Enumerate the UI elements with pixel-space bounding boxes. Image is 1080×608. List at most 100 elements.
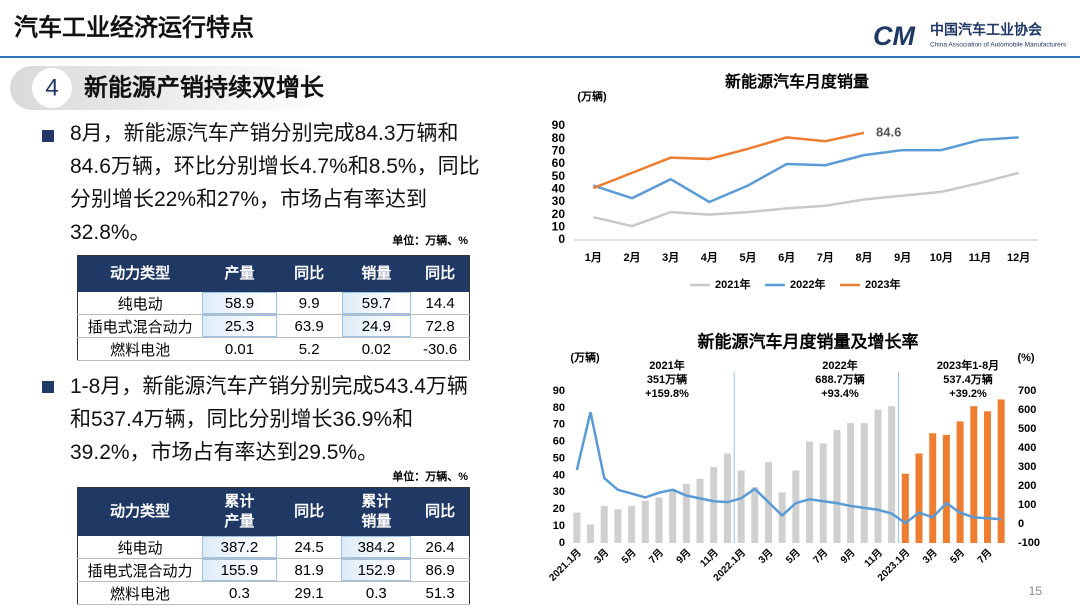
y-tick-label: 20 [552, 207, 566, 221]
y2-tick-label: 600 [1018, 404, 1036, 416]
x-tick-label: 10月 [930, 251, 953, 264]
table-cell: 燃料电池 [77, 581, 203, 605]
x-tick-label: 3月 [756, 547, 775, 566]
table-header-row: 动力类型 产量 同比 销量 同比 [77, 255, 470, 292]
section-band [10, 66, 330, 110]
x-tick-label: 3月 [662, 251, 679, 264]
data-table: 动力类型 产量 同比 销量 同比 纯电动 58.9 9.9 59.7 14.4 插电式混合动力 25.… [77, 255, 470, 361]
legend-label: 2022年 [790, 277, 825, 291]
line-series [592, 131, 865, 190]
x-tick-label: 12月 [1007, 251, 1030, 264]
y-tick-label: 30 [553, 486, 565, 498]
y2-axis-label: (%) [1017, 352, 1034, 364]
x-tick-label: 7月 [811, 547, 830, 566]
bar [628, 505, 636, 543]
bullet-square [42, 130, 54, 142]
y-tick-label: 10 [552, 220, 566, 234]
table-cell: 152.9 [341, 558, 412, 582]
bar [573, 512, 581, 543]
y-tick-label: 40 [553, 469, 565, 481]
y-tick-label: 60 [552, 156, 566, 170]
bar [641, 500, 649, 543]
bar [956, 421, 964, 543]
y2-tick-label: 700 [1018, 385, 1036, 397]
table-header-cell: 同比 [276, 487, 342, 536]
bullet-text: 8月，新能源汽车产销分别完成84.3万辆和84.6万辆，环比分别增长4.7%和8… [70, 122, 480, 244]
annotation: 2021年 [649, 358, 684, 372]
table-cell: 81.9 [276, 558, 342, 582]
bar [819, 443, 827, 543]
x-tick-label: 1月 [585, 251, 602, 264]
table-cell: 155.9 [202, 558, 277, 582]
table-row: 纯电动 58.9 9.9 59.7 14.4 [77, 292, 470, 315]
table-header-cell: 销量 [341, 255, 412, 292]
bar [997, 399, 1005, 543]
bar [806, 441, 814, 543]
bar [929, 433, 937, 543]
bar [669, 488, 677, 543]
bullet-square [42, 381, 54, 393]
bar [860, 423, 868, 543]
unit-label: 单位：万辆、% [392, 235, 468, 247]
bar [614, 509, 622, 543]
table-header-cell: 同比 [411, 487, 470, 536]
bar [696, 478, 704, 543]
table-cell: 25.3 [202, 314, 277, 338]
bar [751, 487, 759, 543]
chart-title: 新能源汽车月度销量及增长率 [698, 331, 919, 351]
x-tick-label: 9月 [674, 547, 693, 566]
x-tick-label: 11月 [698, 547, 721, 570]
y-tick-label: 0 [559, 537, 565, 549]
bar [983, 411, 991, 543]
annotation: 2023年1-8月 [937, 358, 999, 372]
bar [901, 473, 909, 543]
logo-en: China Association of Automobile Manufact… [930, 42, 1067, 49]
x-tick-label: 5月 [948, 547, 967, 566]
annotation: 537.4万辆 [943, 372, 993, 386]
bar [710, 467, 718, 543]
y-axis-label: (万辆) [570, 350, 600, 364]
legend-label: 2023年 [865, 277, 900, 291]
table-header-cell: 累计 产量 [202, 487, 277, 536]
table-cell: 燃料电池 [77, 337, 203, 361]
x-tick-label: 8月 [855, 251, 872, 264]
x-tick-label: 5月 [739, 251, 756, 264]
table-cell: 0.02 [341, 337, 412, 361]
y-tick-label: 10 [553, 520, 565, 532]
table-cell: -30.6 [411, 337, 470, 361]
table-cell: 14.4 [411, 292, 470, 315]
y2-tick-label: 300 [1018, 461, 1036, 473]
annotation: 351万辆 [647, 372, 687, 386]
table-header-cell: 累计 销量 [341, 487, 412, 536]
section-title: 新能源产销持续双增长 [84, 73, 325, 101]
x-tick-label: 6月 [778, 251, 795, 264]
table-header-cell: 动力类型 [77, 255, 203, 292]
table-cell: 29.1 [276, 581, 342, 605]
annotation: 688.7万辆 [815, 372, 865, 386]
y-axis-label: (万辆) [577, 89, 607, 103]
x-tick-label: 4月 [701, 251, 718, 264]
header-title: 汽车工业经济运行特点 [14, 13, 254, 41]
line-series [592, 136, 1019, 204]
table-header-cell: 同比 [276, 255, 342, 292]
logo-cn: 中国汽车工业协会 [930, 22, 1043, 38]
table-cell: 纯电动 [77, 536, 203, 559]
bar [737, 470, 745, 543]
annotation: 2022年 [822, 358, 857, 372]
x-tick-label: 7月 [975, 547, 994, 566]
bar [682, 483, 690, 543]
table-cell: 26.4 [411, 536, 470, 559]
table-cell: 0.3 [202, 581, 277, 605]
annotation: +159.8% [645, 388, 689, 400]
table-cell: 58.9 [202, 292, 277, 315]
line-series [593, 171, 1019, 228]
x-tick-label: 2021.1月 [547, 547, 584, 584]
bar [655, 497, 663, 543]
y-tick-label: 50 [552, 169, 566, 183]
table-row: 燃料电池 0.01 5.2 0.02 -30.6 [77, 337, 470, 361]
table-row: 燃料电池 0.3 29.1 0.3 51.3 [77, 581, 470, 605]
table-row: 纯电动 387.2 24.5 384.2 26.4 [77, 536, 470, 559]
y-tick-label: 70 [552, 144, 566, 158]
